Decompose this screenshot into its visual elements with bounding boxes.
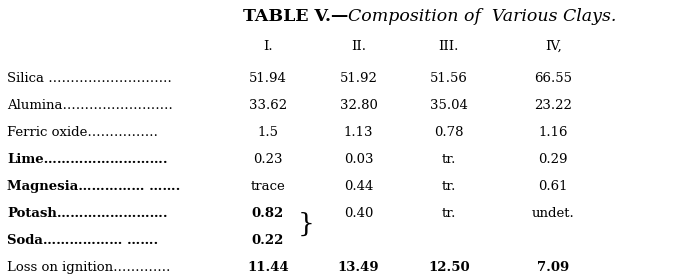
Text: }: } [297, 212, 314, 237]
Text: 7.09: 7.09 [537, 261, 569, 274]
Text: 0.44: 0.44 [344, 180, 373, 193]
Text: 11.44: 11.44 [247, 261, 289, 274]
Text: 23.22: 23.22 [535, 99, 572, 112]
Text: 0.23: 0.23 [253, 153, 283, 166]
Text: 0.82: 0.82 [252, 207, 284, 220]
Text: 0.29: 0.29 [539, 153, 568, 166]
Text: 66.55: 66.55 [535, 72, 572, 85]
Text: tr.: tr. [442, 180, 456, 193]
Text: II.: II. [351, 40, 366, 53]
Text: III.: III. [438, 40, 459, 53]
Text: 1.5: 1.5 [258, 126, 278, 139]
Text: 1.16: 1.16 [539, 126, 568, 139]
Text: 0.61: 0.61 [539, 180, 568, 193]
Text: 1.13: 1.13 [344, 126, 373, 139]
Text: IV,: IV, [545, 40, 562, 53]
Text: Loss on ignition………….: Loss on ignition…………. [7, 261, 171, 274]
Text: Potash…………………….: Potash……………………. [7, 207, 168, 220]
Text: Ferric oxide…………….: Ferric oxide……………. [7, 126, 158, 139]
Text: 51.94: 51.94 [249, 72, 287, 85]
Text: I.: I. [263, 40, 273, 53]
Text: 0.03: 0.03 [344, 153, 373, 166]
Text: 51.92: 51.92 [340, 72, 377, 85]
Text: undet.: undet. [532, 207, 575, 220]
Text: 0.22: 0.22 [252, 234, 284, 247]
Text: 13.49: 13.49 [338, 261, 379, 274]
Text: Soda……………… …….: Soda……………… ……. [7, 234, 158, 247]
Text: 32.80: 32.80 [340, 99, 377, 112]
Text: Magnesia…………… …….: Magnesia…………… ……. [7, 180, 180, 193]
Text: Silica ……………………….: Silica ………………………. [7, 72, 172, 85]
Text: 35.04: 35.04 [430, 99, 468, 112]
Text: 33.62: 33.62 [249, 99, 287, 112]
Text: Lime……………………….: Lime………………………. [7, 153, 168, 166]
Text: tr.: tr. [442, 153, 456, 166]
Text: 51.56: 51.56 [430, 72, 468, 85]
Text: 12.50: 12.50 [428, 261, 470, 274]
Text: Composition of  Various Clays.: Composition of Various Clays. [348, 8, 617, 25]
Text: Alumina…………………….: Alumina……………………. [7, 99, 173, 112]
Text: 0.78: 0.78 [434, 126, 464, 139]
Text: TABLE V.—: TABLE V.— [243, 8, 348, 25]
Text: tr.: tr. [442, 207, 456, 220]
Text: 0.40: 0.40 [344, 207, 373, 220]
Text: trace: trace [251, 180, 285, 193]
